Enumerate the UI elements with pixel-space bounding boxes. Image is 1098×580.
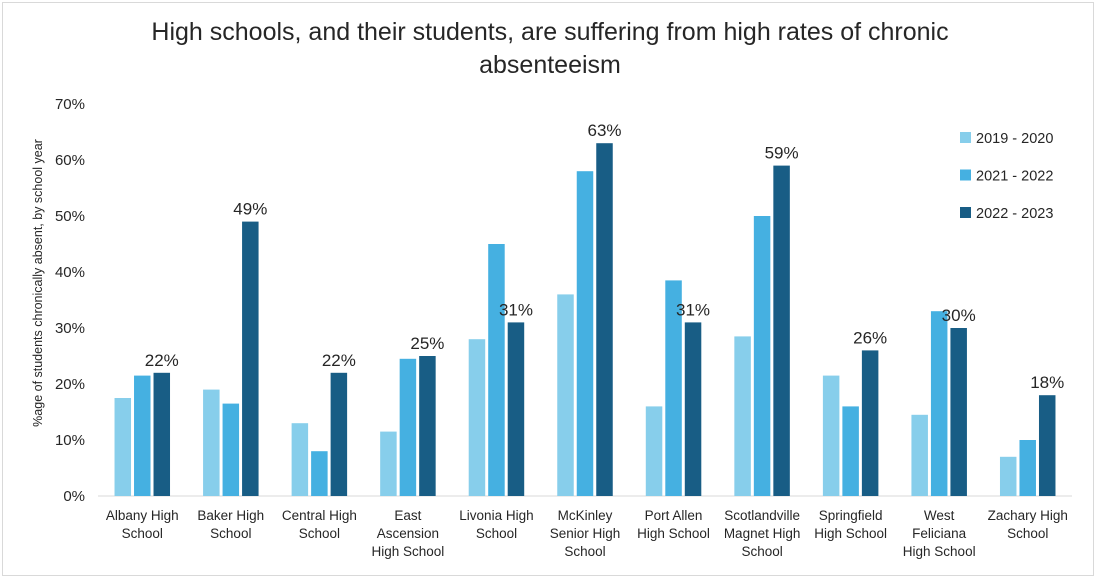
bar xyxy=(930,311,948,496)
bar xyxy=(684,322,702,496)
y-tick-label: 0% xyxy=(63,488,85,505)
x-tick-label: West Feliciana High School xyxy=(903,508,976,559)
bar xyxy=(822,375,840,496)
y-tick-label: 30% xyxy=(55,320,85,337)
bar xyxy=(203,389,220,496)
bar xyxy=(488,244,505,496)
bar xyxy=(861,350,879,496)
bar xyxy=(134,375,151,496)
data-label: 22% xyxy=(145,351,179,370)
bar xyxy=(419,356,436,496)
x-tick-label: Springfield High School xyxy=(814,508,887,541)
x-tick-label: Central High School xyxy=(282,508,357,541)
legend-swatch xyxy=(960,169,971,181)
bar xyxy=(153,372,171,496)
data-label: 18% xyxy=(1030,373,1064,392)
bar xyxy=(507,322,525,496)
bar xyxy=(842,406,859,496)
legend-label: 2022 - 2023 xyxy=(976,206,1053,222)
data-label: 49% xyxy=(233,200,267,219)
data-label: 26% xyxy=(853,328,887,347)
y-axis-label: %age of students chronically absent, by … xyxy=(31,139,45,427)
x-tick-label: Port Allen High School xyxy=(637,508,710,541)
bar xyxy=(242,221,259,496)
bar xyxy=(734,336,751,496)
bar xyxy=(311,451,328,496)
y-tick-label: 40% xyxy=(55,264,85,281)
bar xyxy=(753,216,771,496)
bar xyxy=(222,403,240,496)
legend-swatch xyxy=(960,207,971,218)
data-label: 31% xyxy=(499,300,533,319)
bar xyxy=(557,294,574,496)
legend-label: 2021 - 2022 xyxy=(976,169,1053,185)
bar xyxy=(911,414,928,496)
x-tick-label: McKinley Senior High School xyxy=(550,508,621,559)
data-label: 31% xyxy=(676,300,710,319)
data-label: 25% xyxy=(410,334,444,353)
bar xyxy=(468,339,486,496)
bar xyxy=(380,431,397,496)
bar xyxy=(576,171,594,496)
bar xyxy=(596,143,613,496)
bar xyxy=(1038,395,1056,496)
x-tick-label: East Ascension High School xyxy=(372,508,445,559)
bar xyxy=(1019,440,1036,496)
bar xyxy=(645,406,663,496)
bar xyxy=(999,456,1017,496)
bar xyxy=(330,372,348,496)
bar xyxy=(399,358,417,496)
legend-label: 2019 - 2020 xyxy=(976,131,1053,147)
bar xyxy=(950,328,967,496)
data-label: 59% xyxy=(765,144,799,163)
data-label: 63% xyxy=(587,121,621,140)
chart-title: High schools, and their students, are su… xyxy=(151,18,949,79)
data-label: 30% xyxy=(942,306,976,325)
bar xyxy=(665,280,682,496)
x-tick-label: Livonia High School xyxy=(459,508,533,541)
x-tick-label: Albany High School xyxy=(106,508,179,541)
x-tick-label: Scotlandville Magnet High School xyxy=(724,508,801,559)
x-tick-label: Zachary High School xyxy=(988,508,1068,541)
bar xyxy=(291,423,309,496)
bar xyxy=(773,165,790,496)
y-tick-label: 10% xyxy=(55,432,85,449)
data-label: 22% xyxy=(322,351,356,370)
y-tick-label: 70% xyxy=(55,96,85,113)
bar xyxy=(114,398,132,496)
y-tick-label: 50% xyxy=(55,208,85,225)
y-tick-label: 60% xyxy=(55,152,85,169)
legend-swatch xyxy=(960,132,971,143)
y-tick-label: 20% xyxy=(55,376,85,393)
x-tick-label: Baker High School xyxy=(197,508,264,541)
